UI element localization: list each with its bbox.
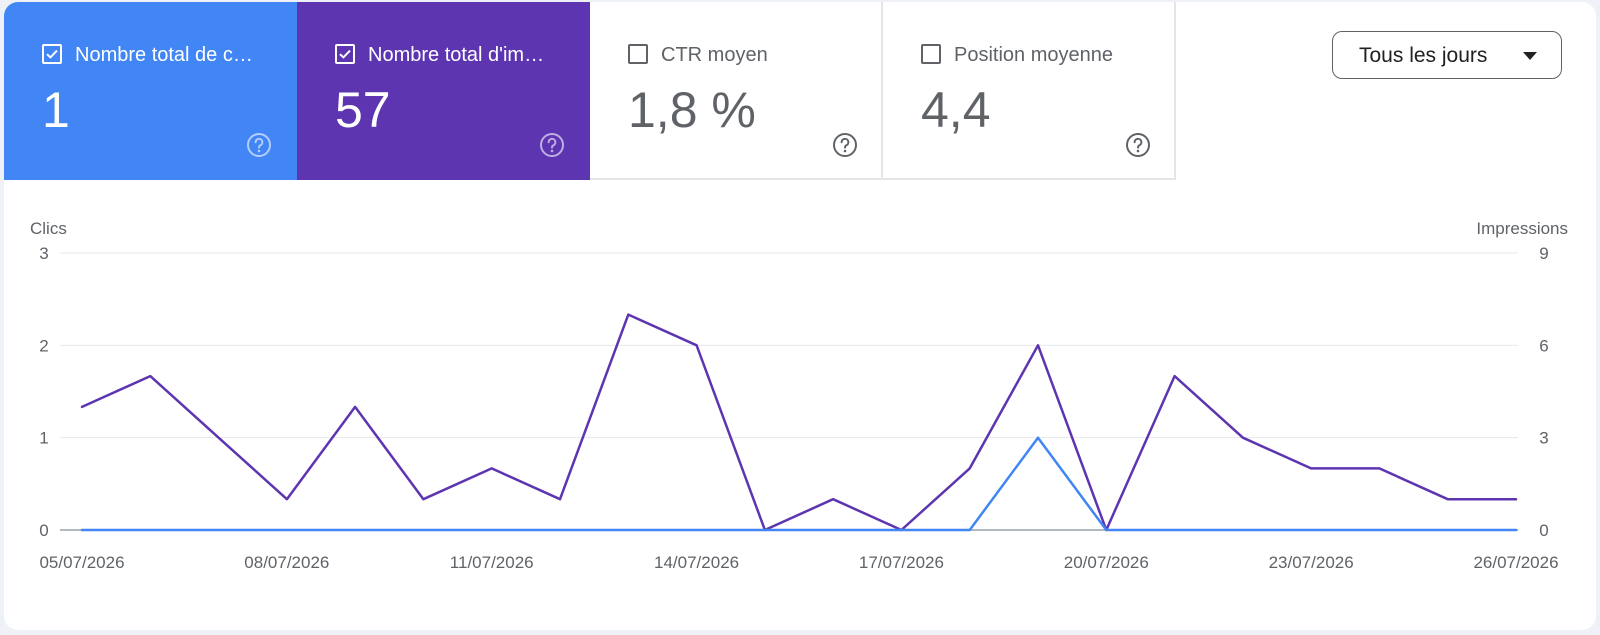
- date-granularity-dropdown[interactable]: Tous les jours: [1332, 31, 1562, 79]
- tile-total-clicks[interactable]: Nombre total de c… 1: [4, 2, 297, 180]
- tile-average-position[interactable]: Position moyenne 4,4: [883, 2, 1176, 180]
- checkbox-checked-icon[interactable]: [335, 44, 355, 64]
- y-right-tick-label: 3: [1539, 429, 1548, 448]
- clicks-series-line: [80, 436, 1518, 532]
- caret-down-icon: [1523, 52, 1537, 60]
- x-tick-label: 26/07/2026: [1473, 553, 1558, 572]
- x-tick-label: 14/07/2026: [654, 553, 739, 572]
- checkbox-unchecked-icon[interactable]: [628, 44, 648, 64]
- tile-value: 1,8 %: [628, 82, 756, 138]
- checkbox-unchecked-icon[interactable]: [921, 44, 941, 64]
- impressions-series-line: [80, 313, 1518, 532]
- tile-value: 57: [335, 82, 391, 138]
- y-left-tick-label: 1: [39, 429, 48, 448]
- dropdown-label: Tous les jours: [1359, 44, 1488, 67]
- x-tick-label: 05/07/2026: [39, 553, 124, 572]
- y-right-tick-label: 9: [1539, 244, 1548, 263]
- x-tick-label: 17/07/2026: [859, 553, 944, 572]
- x-tick-label: 08/07/2026: [244, 553, 329, 572]
- y-left-axis-label: Clics: [30, 219, 67, 238]
- metric-tiles: Nombre total de c… 1 Nombre total d'im… …: [4, 2, 1176, 180]
- y-left-tick-label: 0: [39, 521, 48, 540]
- tile-total-impressions[interactable]: Nombre total d'im… 57: [297, 2, 590, 180]
- performance-chart: Clics Impressions 0 1 2 3 0 3 6 9 05/07/2026 08/0…: [30, 219, 1568, 572]
- x-tick-label: 23/07/2026: [1269, 553, 1354, 572]
- tile-value: 1: [42, 82, 70, 138]
- tile-average-ctr[interactable]: CTR moyen 1,8 %: [590, 2, 883, 180]
- x-tick-label: 20/07/2026: [1064, 553, 1149, 572]
- y-right-axis-label: Impressions: [1476, 219, 1568, 238]
- question-circle-icon[interactable]: [246, 132, 272, 158]
- question-circle-icon[interactable]: [1125, 132, 1151, 158]
- x-tick-label: 11/07/2026: [450, 553, 534, 572]
- tile-value: 4,4: [921, 82, 991, 138]
- y-left-tick-label: 3: [39, 244, 48, 263]
- checkbox-checked-icon[interactable]: [42, 44, 62, 64]
- performance-card: Nombre total de c… 1 Nombre total d'im… …: [4, 2, 1596, 630]
- y-left-tick-label: 2: [39, 336, 48, 355]
- question-circle-icon[interactable]: [539, 132, 565, 158]
- question-circle-icon[interactable]: [832, 132, 858, 158]
- y-right-tick-label: 0: [1539, 521, 1548, 540]
- y-right-tick-label: 6: [1539, 336, 1548, 355]
